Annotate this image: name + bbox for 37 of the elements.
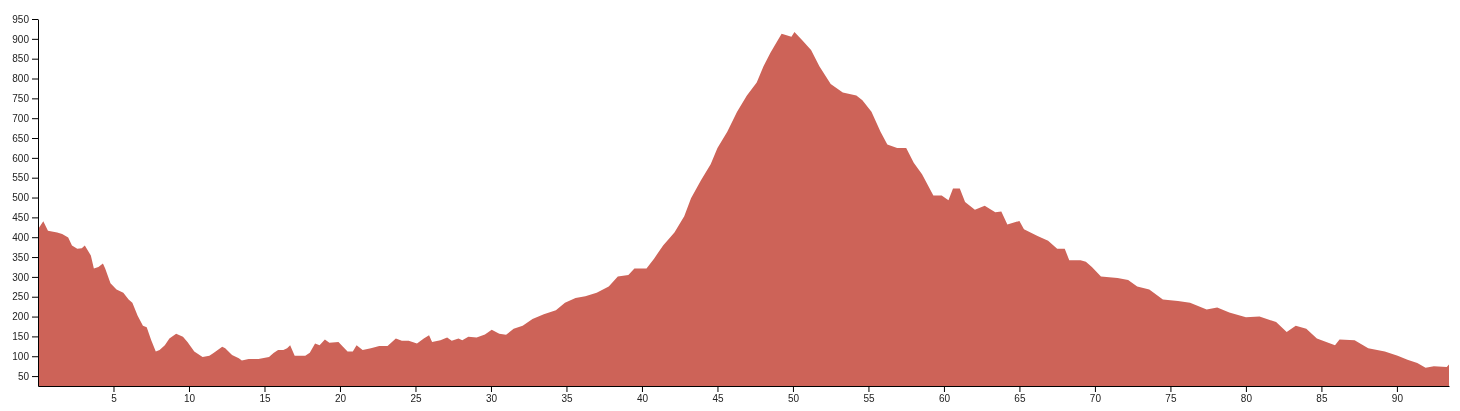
y-tick-label: 450 <box>12 212 30 224</box>
x-tick-label: 70 <box>1089 393 1102 405</box>
x-tick-label: 25 <box>410 393 422 405</box>
y-tick-label: 50 <box>17 370 30 382</box>
y-tick-label: 250 <box>12 291 30 303</box>
y-tick-label: 100 <box>12 350 30 362</box>
y-tick-label: 550 <box>12 172 30 184</box>
y-tick-label: 950 <box>12 13 30 25</box>
y-tick-label: 300 <box>12 271 30 283</box>
x-tick-label: 65 <box>1014 393 1026 405</box>
y-tick-label: 750 <box>12 93 30 105</box>
x-tick-label: 80 <box>1240 393 1253 405</box>
y-tick-label: 200 <box>12 311 30 323</box>
y-tick-label: 350 <box>12 251 30 263</box>
x-tick-label: 5 <box>111 393 118 405</box>
x-tick-label: 55 <box>863 393 875 405</box>
y-tick-label: 700 <box>12 112 30 124</box>
y-tick-label: 600 <box>12 152 30 164</box>
y-tick-label: 800 <box>12 73 30 85</box>
x-tick-label: 85 <box>1316 393 1328 405</box>
x-tick-label: 75 <box>1165 393 1177 405</box>
x-tick-label: 45 <box>712 393 724 405</box>
x-tick-label: 60 <box>938 393 951 405</box>
x-tick-label: 10 <box>183 393 196 405</box>
y-tick-label: 400 <box>12 231 30 243</box>
y-tick-label: 500 <box>12 192 30 204</box>
x-tick-label: 40 <box>636 393 649 405</box>
y-tick-label: 650 <box>12 132 30 144</box>
x-tick-label: 90 <box>1391 393 1404 405</box>
x-tick-label: 50 <box>787 393 800 405</box>
x-tick-label: 15 <box>259 393 271 405</box>
x-tick-label: 20 <box>334 393 347 405</box>
y-tick-label: 900 <box>12 33 30 45</box>
y-tick-label: 850 <box>12 53 30 65</box>
x-tick-label: 30 <box>485 393 498 405</box>
y-tick-label: 150 <box>12 331 30 343</box>
x-tick-label: 35 <box>561 393 573 405</box>
